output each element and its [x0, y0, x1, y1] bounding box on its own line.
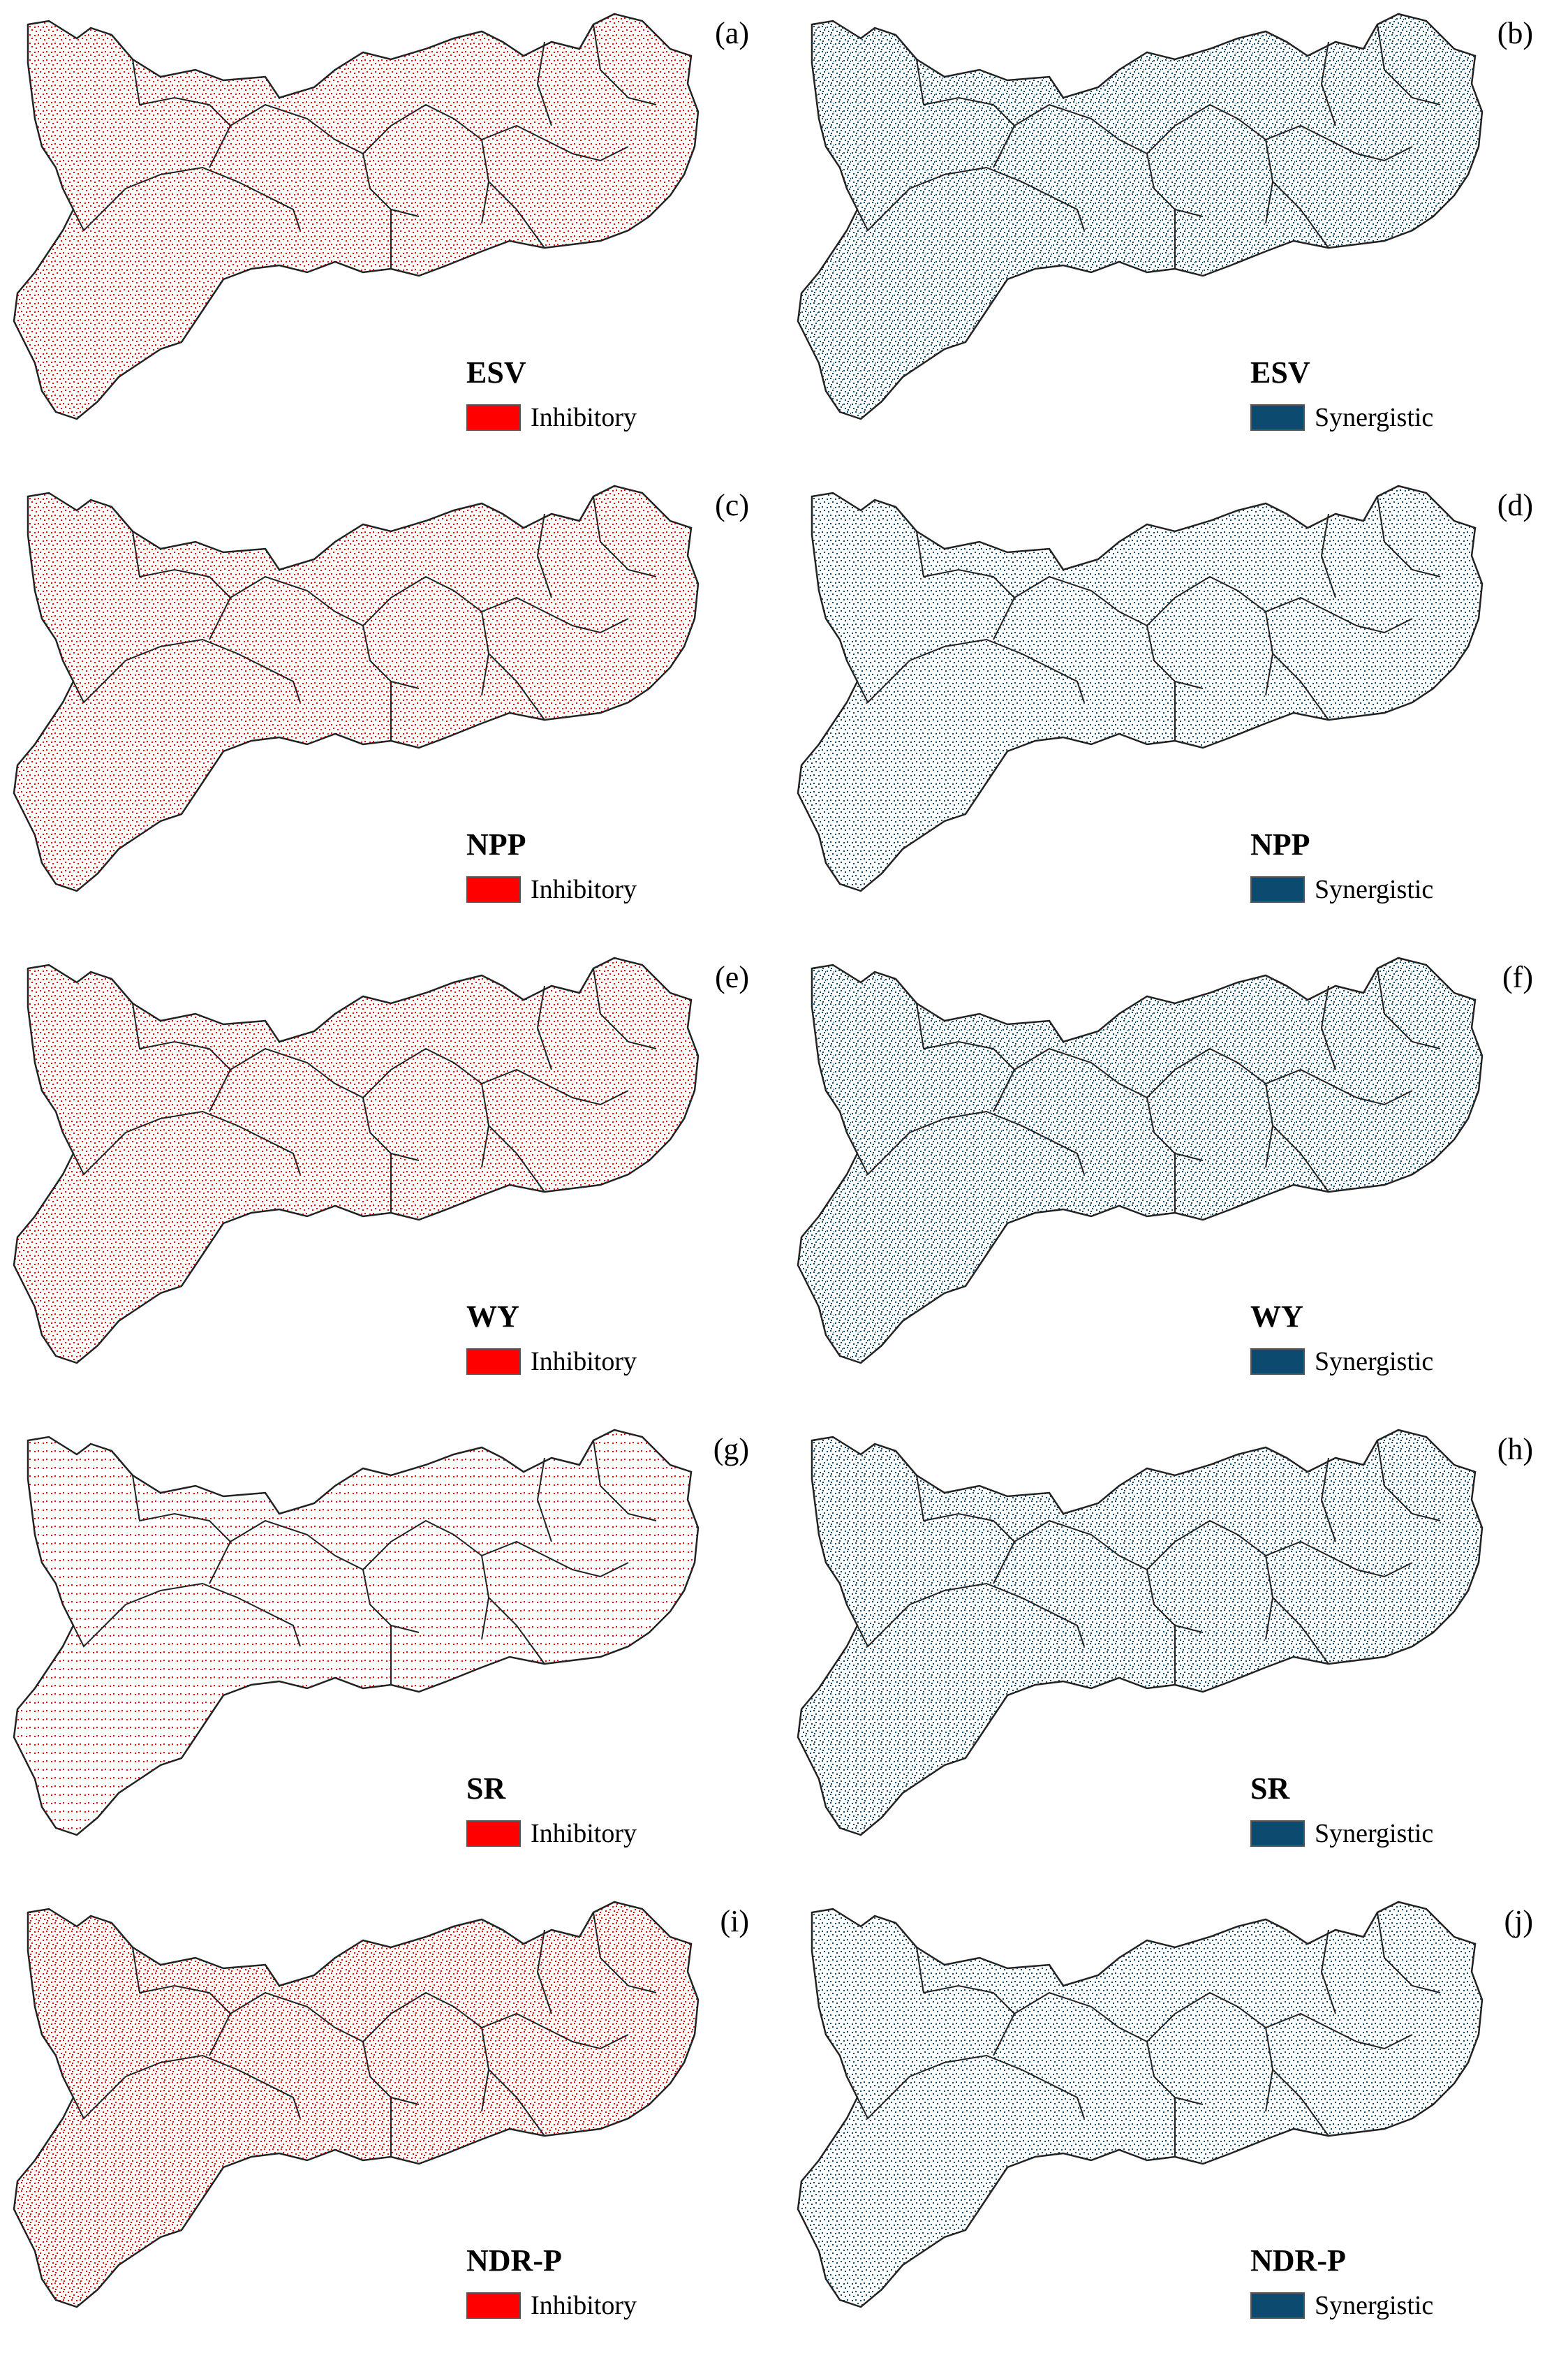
region-map [797, 13, 1484, 420]
legend-swatch [466, 404, 521, 431]
legend-label: Inhibitory [531, 403, 637, 432]
panel-letter: (a) [715, 16, 749, 50]
legend-label: Inhibitory [531, 1819, 637, 1848]
legend: Synergistic [1250, 1346, 1433, 1377]
legend-label: Inhibitory [531, 2291, 637, 2320]
legend-label: Inhibitory [531, 1347, 637, 1376]
legend-swatch [1250, 2292, 1305, 2319]
map-panel-c: (c) NPP Inhibitory [0, 472, 784, 944]
legend: Synergistic [1250, 874, 1433, 905]
legend: Synergistic [1250, 1818, 1433, 1849]
study-area [13, 1901, 700, 2308]
legend-label: Inhibitory [531, 875, 637, 904]
variable-label: ESV [1250, 355, 1310, 390]
panel-letter: (j) [1504, 1904, 1533, 1938]
study-area [13, 1429, 700, 1836]
panel-letter: (d) [1497, 488, 1533, 522]
study-area [797, 1901, 1484, 2308]
region-map [13, 957, 700, 1364]
panel-letter: (c) [715, 488, 749, 522]
variable-label: NDR-P [1250, 2243, 1346, 2278]
variable-label: NPP [1250, 827, 1310, 862]
panel-letter: (i) [720, 1904, 749, 1938]
region-map [13, 485, 700, 892]
map-panel-j: (j) NDR-P Synergistic [784, 1888, 1568, 2360]
region-map [797, 957, 1484, 1364]
study-area [797, 13, 1484, 420]
map-panel-b: (b) ESV Synergistic [784, 0, 1568, 472]
legend-swatch [1250, 1820, 1305, 1847]
variable-label: SR [466, 1771, 506, 1806]
legend-label: Synergistic [1315, 403, 1434, 432]
variable-label: NPP [466, 827, 526, 862]
study-area [797, 485, 1484, 892]
study-area [797, 1429, 1484, 1836]
study-area [13, 957, 700, 1364]
legend: Synergistic [1250, 2290, 1433, 2321]
legend: Synergistic [1250, 402, 1433, 433]
map-panel-e: (e) WY Inhibitory [0, 944, 784, 1416]
legend: Inhibitory [466, 874, 637, 905]
map-panel-i: (i) NDR-P Inhibitory [0, 1888, 784, 2360]
legend-swatch [1250, 1348, 1305, 1375]
study-area [13, 13, 700, 420]
variable-label: ESV [466, 355, 526, 390]
variable-label: WY [1250, 1299, 1303, 1334]
panel-letter: (f) [1502, 960, 1533, 994]
region-map [797, 1901, 1484, 2308]
study-area [797, 957, 1484, 1364]
legend: Inhibitory [466, 1346, 637, 1377]
region-map [797, 1429, 1484, 1836]
region-map [13, 1429, 700, 1836]
legend-swatch [1250, 404, 1305, 431]
map-panel-d: (d) NPP Synergistic [784, 472, 1568, 944]
panel-letter: (b) [1497, 16, 1533, 50]
region-map [13, 1901, 700, 2308]
region-map [797, 485, 1484, 892]
map-panel-g: (g) SR Inhibitory [0, 1416, 784, 1888]
panel-letter: (g) [713, 1432, 749, 1466]
variable-label: SR [1250, 1771, 1290, 1806]
legend-swatch [466, 1348, 521, 1375]
legend: Inhibitory [466, 1818, 637, 1849]
variable-label: WY [466, 1299, 519, 1334]
map-panel-a: (a) ESV Inhibitory [0, 0, 784, 472]
panel-letter: (h) [1497, 1432, 1533, 1466]
legend: Inhibitory [466, 402, 637, 433]
region-map [13, 13, 700, 420]
legend-label: Synergistic [1315, 1347, 1434, 1376]
map-panel-h: (h) SR Synergistic [784, 1416, 1568, 1888]
legend-swatch [466, 2292, 521, 2319]
legend-label: Synergistic [1315, 2291, 1434, 2320]
legend-swatch [1250, 876, 1305, 903]
map-panel-f: (f) WY Synergistic [784, 944, 1568, 1416]
legend-swatch [466, 1820, 521, 1847]
panel-letter: (e) [715, 960, 749, 994]
variable-label: NDR-P [466, 2243, 562, 2278]
legend-label: Synergistic [1315, 875, 1434, 904]
legend-swatch [466, 876, 521, 903]
study-area [13, 485, 700, 892]
legend-label: Synergistic [1315, 1819, 1434, 1848]
legend: Inhibitory [466, 2290, 637, 2321]
